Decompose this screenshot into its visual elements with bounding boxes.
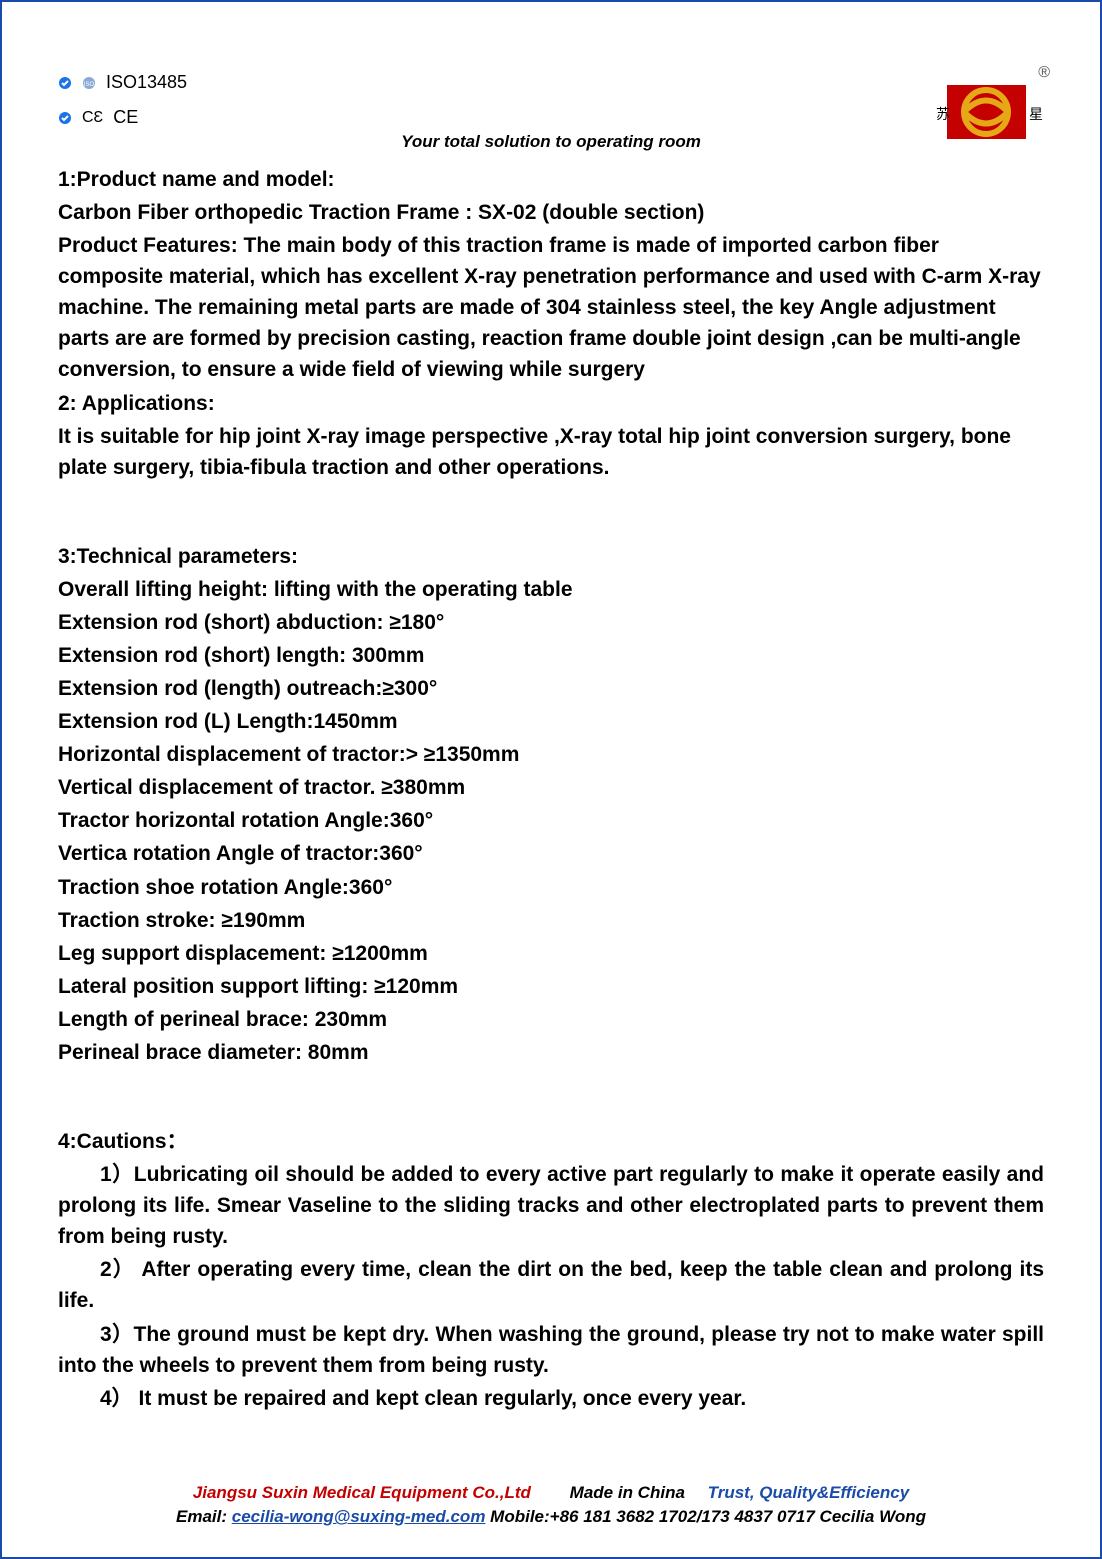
tech-param: Lateral position support lifting: ≥120mm [58,971,1044,1002]
cautions-list: 1）Lubricating oil should be added to eve… [58,1159,1044,1414]
tech-param: Extension rod (L) Length:1450mm [58,706,1044,737]
svg-text:苏: 苏 [936,106,950,122]
tech-param: Length of perineal brace: 230mm [58,1004,1044,1035]
tech-param: Vertica rotation Angle of tractor:360° [58,838,1044,869]
caution-item: 3）The ground must be kept dry. When wash… [58,1319,1044,1381]
footer-mobile: Mobile:+86 181 3682 1702/173 4837 0717 C… [485,1507,926,1526]
bullet-icon [58,76,72,90]
ce-mark-icon: CƐ [82,109,103,127]
tech-param: Perineal brace diameter: 80mm [58,1037,1044,1068]
tech-param: Extension rod (short) length: 300mm [58,640,1044,671]
footer-company: Jiangsu Suxin Medical Equipment Co.,Ltd [193,1483,531,1502]
tech-param: Horizontal displacement of tractor:> ≥13… [58,739,1044,770]
iso-icon: ISO [82,76,96,90]
caution-item: 2） After operating every time, clean the… [58,1254,1044,1316]
product-features: Product Features: The main body of this … [58,230,1044,385]
tech-param: Overall lifting height: lifting with the… [58,574,1044,605]
document-body: 1:Product name and model: Carbon Fiber o… [58,164,1044,1414]
product-name-model: Carbon Fiber orthopedic Traction Frame :… [58,197,1044,228]
caution-item: 4） It must be repaired and kept clean re… [58,1383,1044,1414]
section-2-heading: 2: Applications: [58,388,1044,419]
iso-label: ISO13485 [106,72,187,93]
ce-label: CE [113,107,138,128]
cert-row-iso: ISO ISO13485 [58,72,1044,93]
footer-made-in: Made in China [570,1483,685,1502]
tagline: Your total solution to operating room [58,132,1044,152]
caution-item: 1）Lubricating oil should be added to eve… [58,1159,1044,1252]
tech-param: Extension rod (short) abduction: ≥180° [58,607,1044,638]
svg-text:ISO: ISO [84,82,95,88]
footer-email-label: Email: [176,1507,232,1526]
section-1-heading: 1:Product name and model: [58,164,1044,195]
page-footer: Jiangsu Suxin Medical Equipment Co.,Ltd … [2,1481,1100,1529]
tech-param: Traction shoe rotation Angle:360° [58,872,1044,903]
tech-param: Extension rod (length) outreach:≥300° [58,673,1044,704]
svg-text:星: 星 [1029,106,1043,122]
cert-row-ce: CƐ CE [58,107,1044,128]
page: ® 苏 星 ISO ISO13485 CƐ CE Your total solu… [0,0,1102,1559]
tech-param: Vertical displacement of tractor. ≥380mm [58,772,1044,803]
registered-mark: ® [1038,64,1050,82]
applications-text: It is suitable for hip joint X-ray image… [58,421,1044,483]
footer-email-link[interactable]: cecilia-wong@suxing-med.com [232,1507,486,1526]
bullet-icon [58,111,72,125]
section-4-heading: 4:Cautions： [58,1126,1044,1157]
tech-param: Traction stroke: ≥190mm [58,905,1044,936]
tech-param: Leg support displacement: ≥1200mm [58,938,1044,969]
company-logo: ® 苏 星 [929,72,1044,152]
technical-parameters-list: Overall lifting height: lifting with the… [58,574,1044,1068]
footer-trust: Trust, Quality&Efficiency [708,1483,910,1502]
section-3-heading: 3:Technical parameters: [58,541,1044,572]
tech-param: Tractor horizontal rotation Angle:360° [58,805,1044,836]
